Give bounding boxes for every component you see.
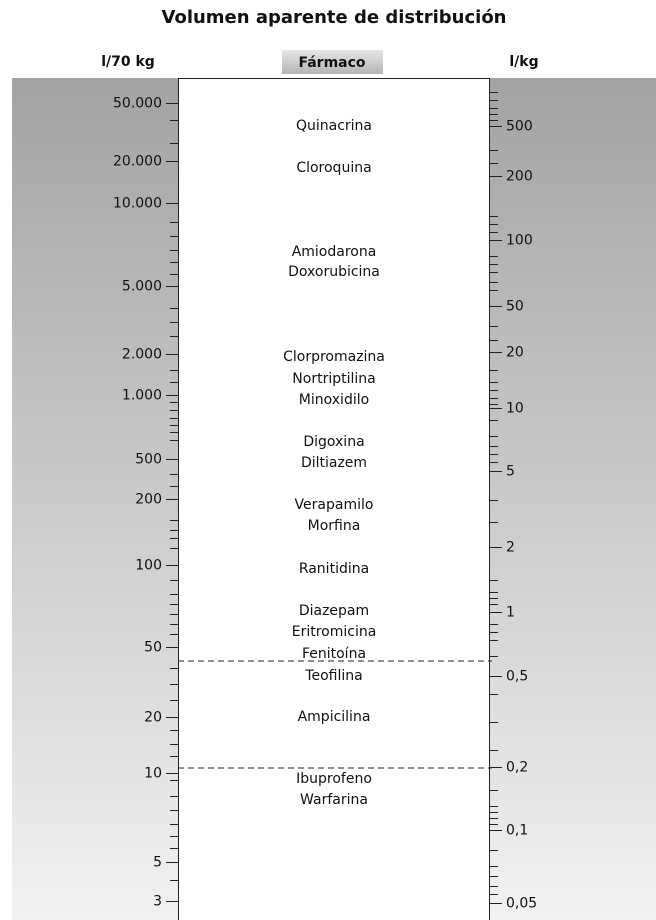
drug-name: Doxorubicina: [288, 264, 380, 280]
left-scale-label: 20: [144, 710, 162, 726]
drug-name: Digoxina: [303, 434, 364, 450]
right-scale-label: 0,1: [506, 823, 528, 839]
left-scale-label: 500: [135, 452, 162, 468]
right-scale-label: 500: [506, 119, 533, 135]
drug-name: Ranitidina: [299, 561, 369, 577]
center-header-box: [282, 50, 383, 74]
drug-name: Quinacrina: [296, 118, 372, 134]
left-scale-label: 5: [153, 855, 162, 871]
drug-name: Warfarina: [300, 792, 368, 808]
drug-name: Fenitoína: [302, 646, 366, 662]
right-scale-label: 100: [506, 233, 533, 249]
left-scale-label: 10: [144, 766, 162, 782]
left-scale-label: 100: [135, 558, 162, 574]
drug-name: Morfina: [308, 518, 361, 534]
drug-name: Clorpromazina: [283, 349, 385, 365]
left-scale-label: 2.000: [122, 347, 162, 363]
drug-name: Teofilina: [304, 668, 362, 684]
right-scale-label: 2: [506, 540, 515, 556]
right-panel: [490, 78, 656, 920]
right-header: l/kg: [509, 54, 538, 70]
drug-name: Nortriptilina: [292, 371, 375, 387]
right-scale-label: 0,5: [506, 669, 528, 685]
drug-name: Cloroquina: [296, 160, 371, 176]
center-header: Fármaco: [298, 55, 365, 71]
title: Volumen aparente de distribución: [162, 7, 507, 28]
left-header: l/70 kg: [101, 54, 155, 70]
drug-name: Diazepam: [299, 603, 369, 619]
left-scale-label: 10.000: [113, 196, 162, 212]
drug-name: Verapamilo: [295, 497, 374, 513]
right-scale-label: 50: [506, 299, 524, 315]
drug-name: Ibuprofeno: [296, 771, 372, 787]
right-scale-label: 0,2: [506, 760, 528, 776]
drug-name: Diltiazem: [301, 455, 367, 471]
left-scale-label: 5.000: [122, 279, 162, 295]
left-scale-label: 3: [153, 894, 162, 910]
right-scale-label: 10: [506, 401, 524, 417]
right-scale-label: 20: [506, 345, 524, 361]
drug-name: Eritromicina: [292, 624, 377, 640]
left-panel: [12, 78, 178, 920]
right-scale-label: 1: [506, 605, 515, 621]
left-scale-label: 1.000: [122, 388, 162, 404]
right-scale-label: 5: [506, 464, 515, 480]
drug-name: Ampicilina: [298, 709, 371, 725]
left-scale-label: 20.000: [113, 154, 162, 170]
left-scale-label: 50.000: [113, 96, 162, 112]
left-scale-label: 200: [135, 492, 162, 508]
drug-name: Minoxidilo: [299, 392, 369, 408]
drug-name: Amiodarona: [292, 244, 377, 260]
right-scale-label: 200: [506, 169, 533, 185]
left-scale-label: 50: [144, 640, 162, 656]
right-scale-label: 0,05: [506, 896, 537, 912]
